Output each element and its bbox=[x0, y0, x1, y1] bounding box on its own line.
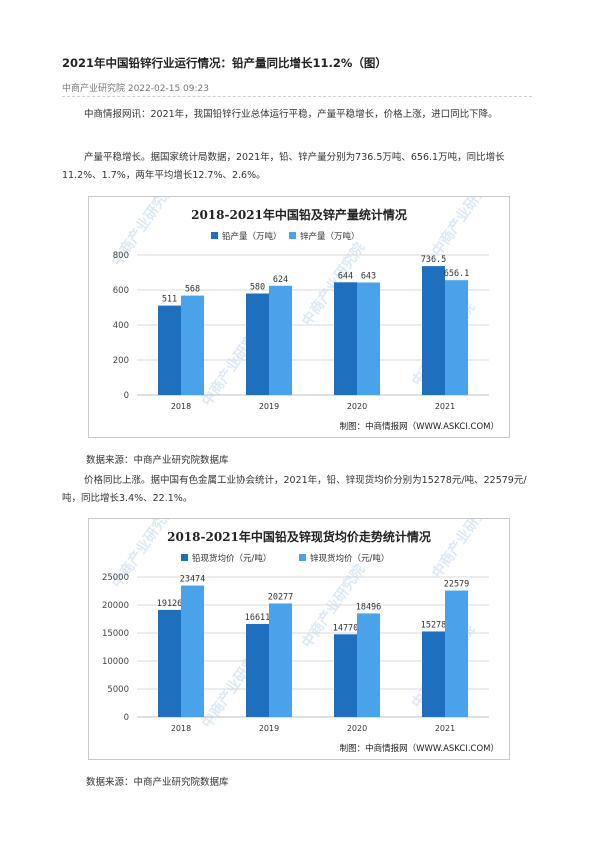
legend-swatch bbox=[299, 554, 306, 561]
bar bbox=[422, 266, 445, 395]
chart-title: 2018-2021年中国铅及锌现货均价走势统计情况 bbox=[167, 529, 431, 544]
paragraph-intro: 中商情报网讯：2021年，我国铅锌行业总体运行平稳，产量平稳增长，价格上涨，进口… bbox=[84, 109, 498, 120]
bar bbox=[445, 280, 468, 395]
bar bbox=[246, 623, 269, 717]
bar bbox=[334, 634, 357, 717]
y-tick-label: 15000 bbox=[102, 629, 129, 639]
bar bbox=[445, 590, 468, 717]
data-label: 14770 bbox=[333, 623, 359, 633]
legend-swatch bbox=[181, 554, 188, 561]
legend-label: 铅产量（万吨） bbox=[222, 231, 282, 242]
x-tick-label: 2018 bbox=[171, 402, 191, 411]
article-source[interactable]: 中商产业研究院 bbox=[62, 84, 126, 94]
data-label: 568 bbox=[185, 285, 200, 295]
y-tick-label: 800 bbox=[113, 251, 129, 261]
bar bbox=[181, 585, 204, 717]
data-label: 624 bbox=[273, 275, 288, 285]
chart-credit: 制图：中商情报网（WWW.ASKCI.COM） bbox=[340, 421, 499, 432]
y-tick-label: 400 bbox=[113, 321, 129, 331]
legend-label: 锌现货均价（元/吨） bbox=[310, 553, 389, 564]
data-label: 15278 bbox=[421, 620, 447, 630]
article-datetime: 2022-02-15 09:23 bbox=[127, 84, 209, 94]
bar bbox=[158, 305, 181, 395]
bar bbox=[269, 603, 292, 717]
data-label: 511 bbox=[162, 295, 177, 305]
y-tick-label: 25000 bbox=[102, 573, 129, 583]
data-label: 19126 bbox=[157, 599, 183, 609]
x-tick-label: 2019 bbox=[259, 724, 279, 733]
title-divider bbox=[62, 96, 532, 97]
y-tick-label: 600 bbox=[113, 286, 129, 296]
paragraph-output: 产量平稳增长。据国家统计局数据，2021年，铅、锌产量分别为736.5万吨、65… bbox=[62, 152, 505, 181]
x-tick-label: 2018 bbox=[171, 724, 191, 733]
watermark-text: 中商产业研究院 bbox=[428, 197, 498, 259]
article-title: 2021年中国铅锌行业运行情况：铅产量同比增长11.2%（图） bbox=[62, 56, 387, 70]
bar bbox=[269, 285, 292, 395]
legend-label: 铅现货均价（元/吨） bbox=[192, 553, 271, 564]
bar bbox=[422, 631, 445, 717]
y-tick-label: 20000 bbox=[102, 601, 129, 611]
y-tick-label: 10000 bbox=[102, 657, 129, 667]
bar bbox=[158, 609, 181, 717]
legend-swatch bbox=[211, 232, 218, 239]
source-note-2: 数据来源：中商产业研究院数据库 bbox=[86, 777, 229, 788]
data-label: 643 bbox=[361, 271, 376, 281]
data-label: 580 bbox=[250, 283, 265, 293]
data-label: 736.5 bbox=[421, 255, 447, 265]
bar bbox=[357, 613, 380, 717]
chart-price: 中商产业研究院中商产业研究院中商产业研究院中商产业研究院中商产业研究院2018-… bbox=[88, 518, 510, 760]
source-note-1: 数据来源：中商产业研究院数据库 bbox=[86, 455, 229, 466]
data-label: 20277 bbox=[268, 592, 294, 602]
data-label: 18496 bbox=[356, 602, 382, 612]
data-label: 644 bbox=[338, 271, 353, 281]
data-label: 22579 bbox=[444, 580, 470, 590]
bar bbox=[181, 295, 204, 395]
paragraph-price: 价格同比上涨。据中国有色金属工业协会统计，2021年，铅、锌现货均价分别为152… bbox=[62, 475, 527, 504]
data-label: 656.1 bbox=[444, 269, 470, 279]
bar bbox=[357, 282, 380, 395]
chart-output: 中商产业研究院中商产业研究院中商产业研究院中商产业研究院中商产业研究院2018-… bbox=[88, 196, 510, 438]
y-tick-label: 200 bbox=[113, 356, 129, 366]
y-tick-label: 0 bbox=[124, 713, 129, 723]
data-label: 23474 bbox=[180, 575, 206, 585]
y-tick-label: 0 bbox=[124, 391, 129, 401]
watermark-text: 中商产业研究院 bbox=[428, 519, 498, 581]
chart-price-svg: 中商产业研究院中商产业研究院中商产业研究院中商产业研究院中商产业研究院2018-… bbox=[102, 519, 499, 754]
legend-swatch bbox=[289, 232, 296, 239]
x-tick-label: 2021 bbox=[435, 724, 455, 733]
x-tick-label: 2020 bbox=[347, 724, 367, 733]
chart-title: 2018-2021年中国铅及锌产量统计情况 bbox=[191, 207, 407, 222]
data-label: 16611 bbox=[245, 613, 271, 623]
bar bbox=[334, 282, 357, 395]
bar bbox=[246, 293, 269, 395]
chart-credit: 制图：中商情报网（WWW.ASKCI.COM） bbox=[340, 743, 499, 754]
chart-output-svg: 中商产业研究院中商产业研究院中商产业研究院中商产业研究院中商产业研究院2018-… bbox=[108, 197, 499, 432]
article-meta: 中商产业研究院 2022-02-15 09:23 bbox=[62, 81, 209, 94]
x-tick-label: 2021 bbox=[435, 402, 455, 411]
x-tick-label: 2020 bbox=[347, 402, 367, 411]
y-tick-label: 5000 bbox=[107, 685, 129, 695]
legend-label: 锌产量（万吨） bbox=[300, 231, 360, 242]
x-tick-label: 2019 bbox=[259, 402, 279, 411]
